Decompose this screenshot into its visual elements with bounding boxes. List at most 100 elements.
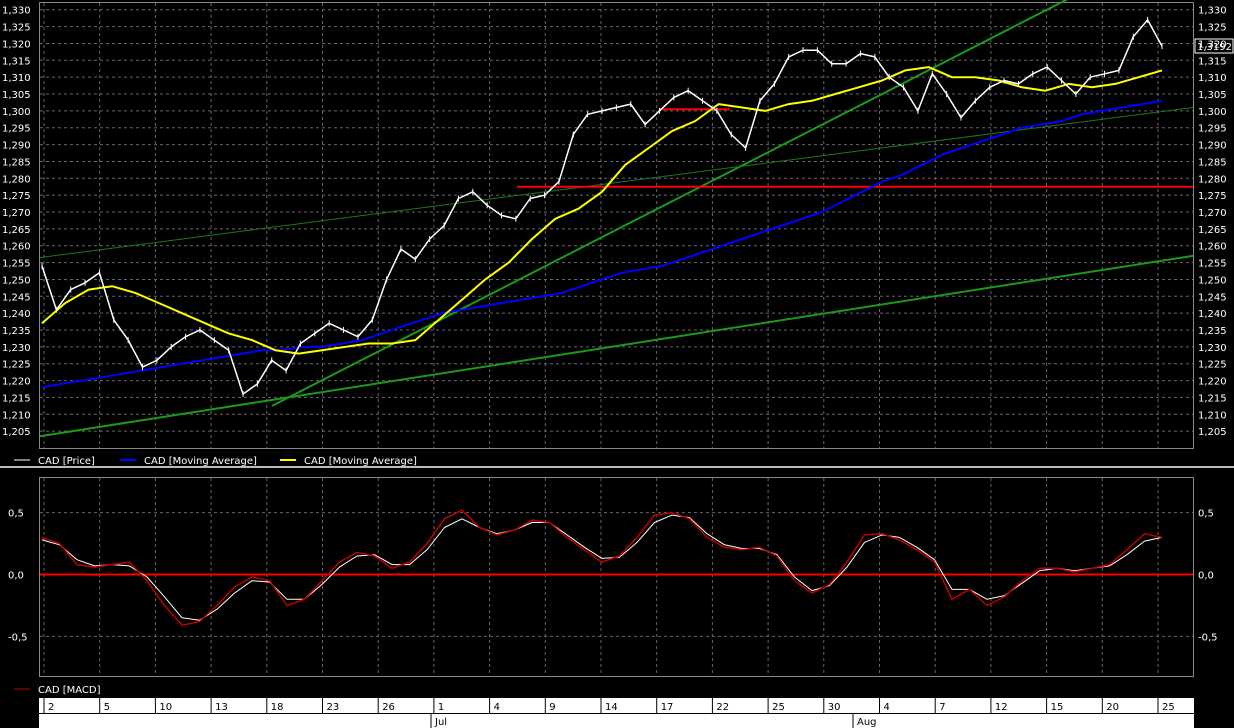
date-tick-label: 25 xyxy=(1162,702,1175,713)
legend-label-ma-yellow: CAD [Moving Average] xyxy=(304,456,417,467)
trendline-steep xyxy=(271,0,1069,407)
y-tick-label-left: 1,280 xyxy=(2,174,31,185)
y-tick-label-left: 1,320 xyxy=(2,39,31,50)
y-tick-label-right: 1,220 xyxy=(1198,377,1227,388)
y-tick-label-right: 1,285 xyxy=(1198,157,1227,168)
y-tick-label-right: 0,5 xyxy=(1198,509,1214,520)
y-tick-label-left: 1,300 xyxy=(2,107,31,118)
series-macd xyxy=(41,509,1163,627)
y-tick-label-right: 1,260 xyxy=(1198,242,1227,253)
y-tick-label-left: 1,315 xyxy=(2,56,31,67)
y-tick-label-right: 1,315 xyxy=(1198,56,1227,67)
y-tick-label-right: 1,290 xyxy=(1198,141,1227,152)
date-tick-label: 1 xyxy=(438,702,444,713)
date-tick-label: 25 xyxy=(772,702,785,713)
y-tick-label-right: 1,330 xyxy=(1198,6,1227,17)
y-tick-label-right: 0,0 xyxy=(1198,571,1214,582)
date-tick-label: 12 xyxy=(995,702,1008,713)
y-tick-label-right: 1,245 xyxy=(1198,292,1227,303)
y-tick-label-right: 1,295 xyxy=(1198,124,1227,135)
y-tick-label-left: 0,5 xyxy=(8,509,24,520)
month-tick-label: Aug xyxy=(857,717,877,728)
y-tick-label-left: 1,270 xyxy=(2,208,31,219)
y-tick-label-left: 1,275 xyxy=(2,191,31,202)
y-tick-label-right: 1,255 xyxy=(1198,259,1227,270)
date-tick-label: 5 xyxy=(104,702,110,713)
price-panel-frame xyxy=(39,2,1194,449)
date-tick-label: 23 xyxy=(327,702,340,713)
macd-legend: CAD [MACD] xyxy=(14,685,101,696)
series-macd-signal xyxy=(41,514,1163,621)
y-tick-label-left: 1,230 xyxy=(2,343,31,354)
series-ma-yellow xyxy=(41,66,1163,355)
y-tick-label-right: 1,230 xyxy=(1198,343,1227,354)
date-tick-label: 7 xyxy=(939,702,945,713)
y-tick-label-left: 1,310 xyxy=(2,73,31,84)
y-tick-label-left: 1,325 xyxy=(2,23,31,34)
y-tick-label-right: 1,240 xyxy=(1198,309,1227,320)
last-value-box xyxy=(1194,38,1234,54)
macd-panel-frame xyxy=(39,477,1194,677)
y-tick-label-right: 1,210 xyxy=(1198,410,1227,421)
last-value-label: 1,3192 xyxy=(1197,42,1232,53)
date-tick-label: 18 xyxy=(271,702,284,713)
y-tick-label-right: 1,250 xyxy=(1198,275,1227,286)
date-tick-label: 10 xyxy=(159,702,172,713)
y-tick-label-left: 1,235 xyxy=(2,326,31,337)
date-tick-label: 26 xyxy=(382,702,395,713)
y-tick-label-right: 1,215 xyxy=(1198,393,1227,404)
y-tick-label-left: 1,305 xyxy=(2,90,31,101)
date-tick-label: 2 xyxy=(48,702,54,713)
y-tick-label-left: 1,330 xyxy=(2,6,31,17)
y-tick-label-left: 1,210 xyxy=(2,410,31,421)
y-tick-label-right: 1,275 xyxy=(1198,191,1227,202)
date-tick-label: 17 xyxy=(661,702,674,713)
price-legend: CAD [Price] CAD [Moving Average] CAD [Mo… xyxy=(14,456,417,467)
y-tick-label-right: 1,320 xyxy=(1198,39,1227,50)
trendlines xyxy=(39,0,1194,576)
date-tick-label: 4 xyxy=(884,702,890,713)
legend-label-macd: CAD [MACD] xyxy=(38,685,101,696)
y-tick-label-right: 1,205 xyxy=(1198,427,1227,438)
legend-label-price: CAD [Price] xyxy=(38,456,95,467)
y-tick-label-left: 1,290 xyxy=(2,141,31,152)
date-tick-label: 15 xyxy=(1051,702,1064,713)
y-tick-label-left: 1,245 xyxy=(2,292,31,303)
date-tick-label: 22 xyxy=(716,702,729,713)
date-tick-label: 9 xyxy=(549,702,555,713)
y-tick-label-left: 1,260 xyxy=(2,242,31,253)
y-tick-label-right: 1,310 xyxy=(1198,73,1227,84)
y-tick-label-left: 1,220 xyxy=(2,377,31,388)
y-tick-label-left: 1,240 xyxy=(2,309,31,320)
y-tick-label-left: 1,250 xyxy=(2,275,31,286)
series-layer xyxy=(41,16,1163,627)
y-tick-label-right: 1,265 xyxy=(1198,225,1227,236)
legend-label-ma-blue: CAD [Moving Average] xyxy=(144,456,257,467)
date-tick-label: 20 xyxy=(1106,702,1119,713)
y-tick-label-right: -0,5 xyxy=(1198,632,1218,643)
y-tick-label-left: 1,295 xyxy=(2,124,31,135)
series-ma-blue xyxy=(41,99,1163,389)
trendline-support xyxy=(39,254,1194,438)
y-tick-label-left: 0,0 xyxy=(8,571,24,582)
y-tick-label-right: 1,300 xyxy=(1198,107,1227,118)
y-tick-label-left: 1,265 xyxy=(2,225,31,236)
month-tick-label: Jul xyxy=(434,717,447,728)
y-tick-label-left: 1,285 xyxy=(2,157,31,168)
y-tick-label-right: 1,235 xyxy=(1198,326,1227,337)
y-tick-label-left: 1,215 xyxy=(2,393,31,404)
y-tick-label-left: -0,5 xyxy=(8,632,28,643)
date-tick-label: 13 xyxy=(215,702,228,713)
y-tick-label-right: 1,270 xyxy=(1198,208,1227,219)
y-tick-label-right: 1,305 xyxy=(1198,90,1227,101)
price-y-axis: 1,205 1,205 1,210 1,210 1,215 1,215 1,220 1,220… xyxy=(2,6,1227,438)
y-tick-label-left: 1,205 xyxy=(2,427,31,438)
date-tick-label: 4 xyxy=(494,702,500,713)
date-tick-label: 14 xyxy=(605,702,618,713)
y-tick-label-left: 1,225 xyxy=(2,360,31,371)
y-tick-label-left: 1,255 xyxy=(2,259,31,270)
y-tick-label-right: 1,280 xyxy=(1198,174,1227,185)
trendline-channel xyxy=(39,107,1194,259)
